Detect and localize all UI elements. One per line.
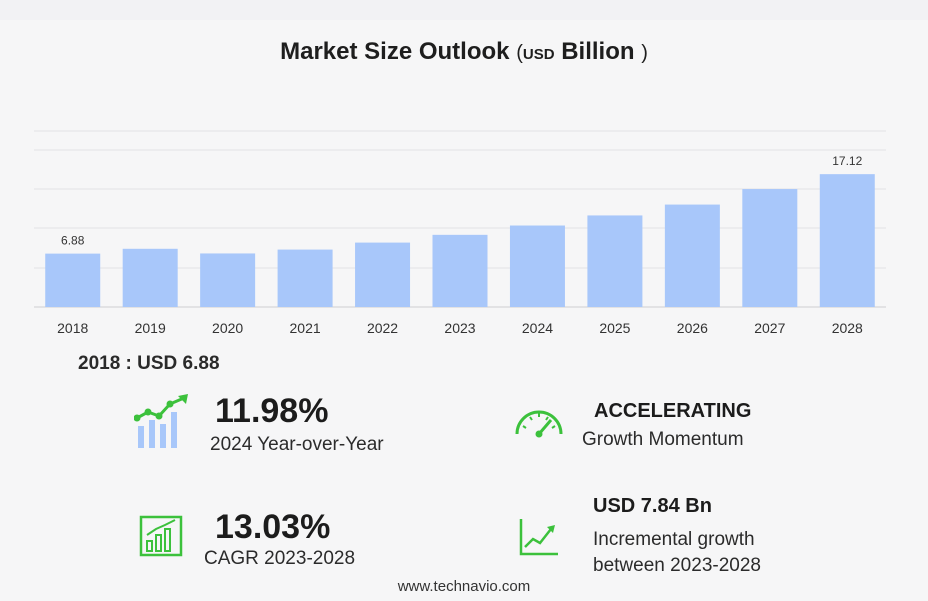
x-tick-label: 2027 [754, 320, 785, 336]
incremental-value: USD 7.84 Bn [593, 495, 712, 517]
title-main: Market Size Outlook [280, 38, 510, 65]
bar-chart-trend-icon [133, 394, 188, 448]
bar-2023 [432, 234, 488, 307]
incremental-label-2: between 2023-2028 [593, 555, 761, 576]
momentum-value: ACCELERATING [594, 400, 752, 422]
bar-2027 [742, 189, 798, 307]
bar-2021 [277, 249, 333, 307]
momentum-icon-wrap [513, 404, 565, 443]
x-tick-label: 2028 [832, 320, 863, 336]
x-tick-label: 2021 [290, 320, 321, 336]
yoy-value: 11.98% [215, 392, 329, 430]
bar-chart: 2018 2019 2020 2021 2022 2023 2024 2025 2026 2027… [34, 130, 886, 336]
cagr-icon-wrap [139, 515, 183, 562]
top-band [0, 0, 928, 20]
chart-bars [45, 174, 875, 307]
chart-x-ticks: 2018 2019 2020 2021 2022 2023 2024 2025 2026 2027… [57, 320, 863, 336]
footer-website: www.technavio.com [397, 578, 531, 595]
speedometer-icon [515, 410, 563, 438]
title-unit-usd: USD [522, 46, 555, 63]
bar-2026 [664, 204, 720, 307]
data-label: 17.12 [832, 154, 862, 168]
bar-2020 [200, 253, 256, 307]
incremental-label-1: Incremental growth [593, 529, 755, 550]
cagr-label: CAGR 2023-2028 [204, 548, 356, 569]
title-paren-close: ) [641, 42, 648, 64]
line-growth-icon [519, 519, 558, 556]
x-tick-label: 2025 [599, 320, 630, 336]
yoy-label: 2024 Year-over-Year [210, 434, 384, 455]
yoy-icon-wrap [133, 394, 192, 455]
bar-2019 [122, 248, 178, 307]
bar-2022 [355, 242, 411, 307]
x-tick-label: 2022 [367, 320, 398, 336]
cagr-value: 13.03% [215, 508, 331, 546]
growth-bars-icon [139, 515, 183, 557]
data-label: 6.88 [61, 234, 85, 248]
bar-2028 [819, 174, 875, 307]
title-unit-billion: Billion [561, 38, 635, 65]
bar-2025 [587, 215, 643, 307]
momentum-label: Growth Momentum [582, 429, 744, 450]
base-year-value: 2018 : USD 6.88 [78, 353, 220, 374]
chart-data-labels: 6.88 17.12 [61, 154, 863, 247]
chart-title: Market Size Outlook (USD Billion ) [0, 38, 928, 66]
x-tick-label: 2024 [522, 320, 553, 336]
x-tick-label: 2026 [677, 320, 708, 336]
bar-2024 [509, 225, 565, 307]
bar-2018 [45, 253, 101, 307]
x-tick-label: 2023 [444, 320, 475, 336]
x-tick-label: 2020 [212, 320, 243, 336]
x-tick-label: 2018 [57, 320, 88, 336]
incremental-icon-wrap [518, 517, 560, 562]
x-tick-label: 2019 [135, 320, 166, 336]
title-paren-open: ( [516, 42, 523, 64]
